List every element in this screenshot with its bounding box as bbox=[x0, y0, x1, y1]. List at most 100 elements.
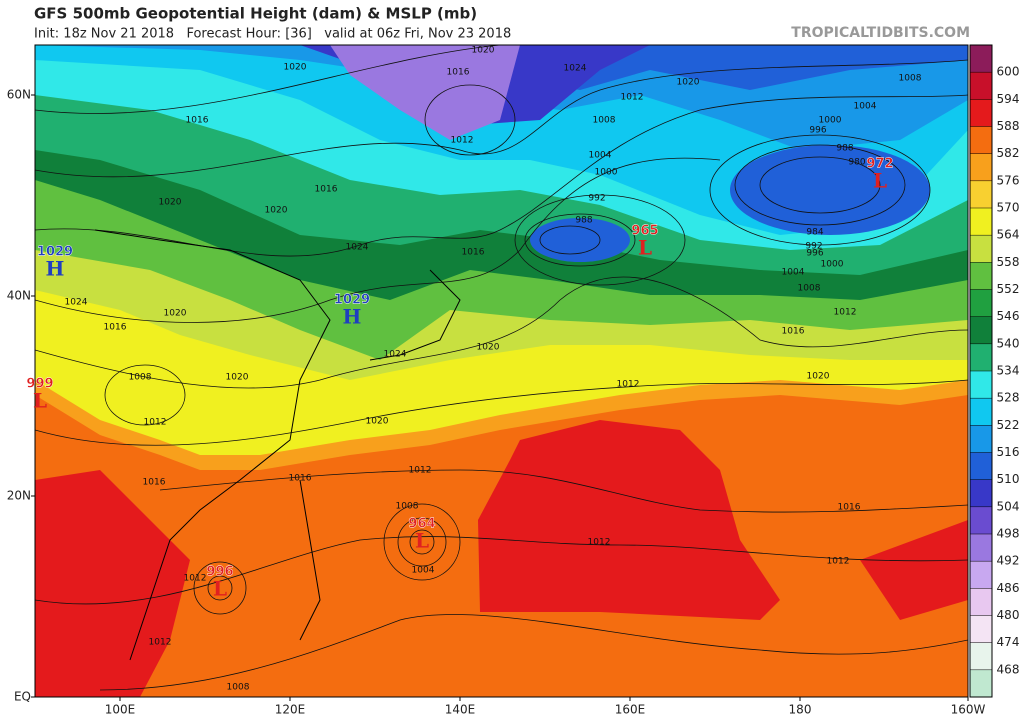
isobar-label: 1016 bbox=[143, 478, 166, 488]
colorbar-label: 498 bbox=[997, 527, 1020, 541]
isobar-label: 1008 bbox=[129, 373, 152, 383]
isobar-label: 1016 bbox=[315, 185, 338, 195]
colorbar-swatch bbox=[970, 262, 992, 290]
isobar-label: 992 bbox=[805, 242, 822, 252]
colorbar-label: 468 bbox=[997, 662, 1020, 676]
colorbar-swatch bbox=[970, 72, 992, 100]
isobar-label: 1012 bbox=[184, 574, 207, 584]
colorbar-label: 558 bbox=[997, 255, 1020, 269]
colorbar-swatch bbox=[970, 642, 992, 671]
isobar-label: 1012 bbox=[409, 466, 432, 476]
longitude-label: 140E bbox=[445, 703, 476, 717]
isobar-label: 980 bbox=[848, 158, 865, 168]
colorbar-label: 534 bbox=[997, 364, 1020, 378]
isobar-label: 1012 bbox=[617, 380, 640, 390]
center-pressure: 996 bbox=[206, 565, 233, 580]
isobar-label: 1016 bbox=[462, 248, 485, 258]
colorbar-swatch bbox=[970, 588, 992, 616]
isobar-label: 1012 bbox=[149, 638, 172, 648]
colorbar-swatch bbox=[970, 99, 992, 127]
isobar-label: 1012 bbox=[827, 557, 850, 567]
colorbar-swatch bbox=[970, 343, 992, 372]
overlay: 60N 40N 20N EQ 100E 120E 140E 160E 180 160W 1020 10… bbox=[7, 44, 1020, 717]
center-symbol: H bbox=[46, 257, 65, 281]
isobar-label: 996 bbox=[809, 126, 826, 136]
isobar-label: 1000 bbox=[595, 168, 618, 178]
colorbar-label: 474 bbox=[997, 635, 1020, 649]
colorbar-label: 486 bbox=[997, 581, 1020, 595]
center-pressure: 972 bbox=[866, 157, 893, 172]
center-symbol: L bbox=[33, 389, 47, 413]
isobar-label: 1012 bbox=[621, 93, 644, 103]
isobar-label: 1016 bbox=[782, 327, 805, 337]
isobar-label: 1020 bbox=[226, 373, 249, 383]
colorbar-label: 570 bbox=[997, 201, 1020, 215]
colorbar-swatch bbox=[970, 180, 992, 209]
colorbar-swatch bbox=[970, 506, 992, 535]
isobar-label: 1016 bbox=[289, 474, 312, 484]
colorbar-swatch bbox=[970, 561, 992, 589]
isobar-label: 988 bbox=[575, 216, 592, 226]
center-symbol: L bbox=[638, 236, 652, 260]
colorbar-swatch bbox=[970, 425, 992, 453]
colorbar-swatch bbox=[970, 316, 992, 345]
isobar-label: 1016 bbox=[838, 503, 861, 513]
source-watermark: TROPICALTIDBITS.COM bbox=[791, 25, 970, 41]
isobar-label: 1024 bbox=[384, 350, 407, 360]
colorbar-label: 546 bbox=[997, 309, 1020, 323]
colorbar-label: 528 bbox=[997, 391, 1020, 405]
colorbar-label: 582 bbox=[997, 146, 1020, 160]
isobar-label: 1024 bbox=[564, 64, 587, 74]
colorbar-swatch bbox=[970, 669, 992, 698]
isobar-label: 1004 bbox=[854, 102, 877, 112]
isobar-label: 1024 bbox=[65, 298, 88, 308]
longitude-label: 120E bbox=[275, 703, 306, 717]
isobar-label: 992 bbox=[588, 194, 605, 204]
isobar-label: 1012 bbox=[834, 308, 857, 318]
longitude-label: 160E bbox=[615, 703, 646, 717]
center-pressure: 964 bbox=[408, 517, 435, 532]
isobar-label: 1016 bbox=[104, 323, 127, 333]
colorbar-swatch bbox=[970, 153, 992, 182]
colorbar-swatch bbox=[970, 534, 992, 562]
longitude-label: 180 bbox=[789, 703, 812, 717]
isobar-label: 1004 bbox=[412, 566, 435, 576]
center-symbol: L bbox=[415, 529, 429, 553]
colorbar-swatch bbox=[970, 208, 992, 236]
colorbar-swatch bbox=[970, 289, 992, 318]
isobar-label: 996 bbox=[806, 249, 823, 259]
isobar-label: 1012 bbox=[451, 136, 474, 146]
colorbar-label: 600 bbox=[997, 65, 1020, 79]
isobar-label: 1008 bbox=[227, 683, 250, 693]
isobar-label: 1008 bbox=[899, 74, 922, 84]
colorbar-label: 594 bbox=[997, 92, 1020, 106]
colorbar-swatch bbox=[970, 479, 992, 508]
colorbar-label: 540 bbox=[997, 336, 1020, 350]
colorbar-swatch bbox=[970, 45, 992, 73]
isobar-label: 988 bbox=[836, 144, 853, 154]
isobar-label: 1020 bbox=[677, 78, 700, 88]
colorbar-label: 588 bbox=[997, 119, 1020, 133]
height-field bbox=[35, 45, 968, 697]
latitude-label: 20N bbox=[7, 489, 31, 503]
center-pressure: 965 bbox=[631, 224, 658, 239]
isobar-label: 1020 bbox=[477, 343, 500, 353]
center-pressure: 1029 bbox=[334, 293, 370, 308]
colorbar-swatch bbox=[970, 452, 992, 481]
isobar-label: 1020 bbox=[159, 198, 182, 208]
isobar-label: 1016 bbox=[447, 68, 470, 78]
isobar-label: 1004 bbox=[782, 268, 805, 278]
isobar-label: 1012 bbox=[144, 418, 167, 428]
isobar-label: 1016 bbox=[186, 116, 209, 126]
isobar-label: 1020 bbox=[807, 372, 830, 382]
colorbar-label: 552 bbox=[997, 282, 1020, 296]
isobar-label: 1004 bbox=[589, 151, 612, 161]
colorbar-label: 510 bbox=[997, 472, 1020, 486]
colorbar-label: 576 bbox=[997, 173, 1020, 187]
isobar-label: 1020 bbox=[366, 417, 389, 427]
colorbar-label: 504 bbox=[997, 499, 1020, 513]
isobar-label: 1020 bbox=[164, 309, 187, 319]
isobar-label: 1008 bbox=[396, 502, 419, 512]
colorbar-label: 480 bbox=[997, 608, 1020, 622]
longitude-label: 160W bbox=[951, 703, 986, 717]
